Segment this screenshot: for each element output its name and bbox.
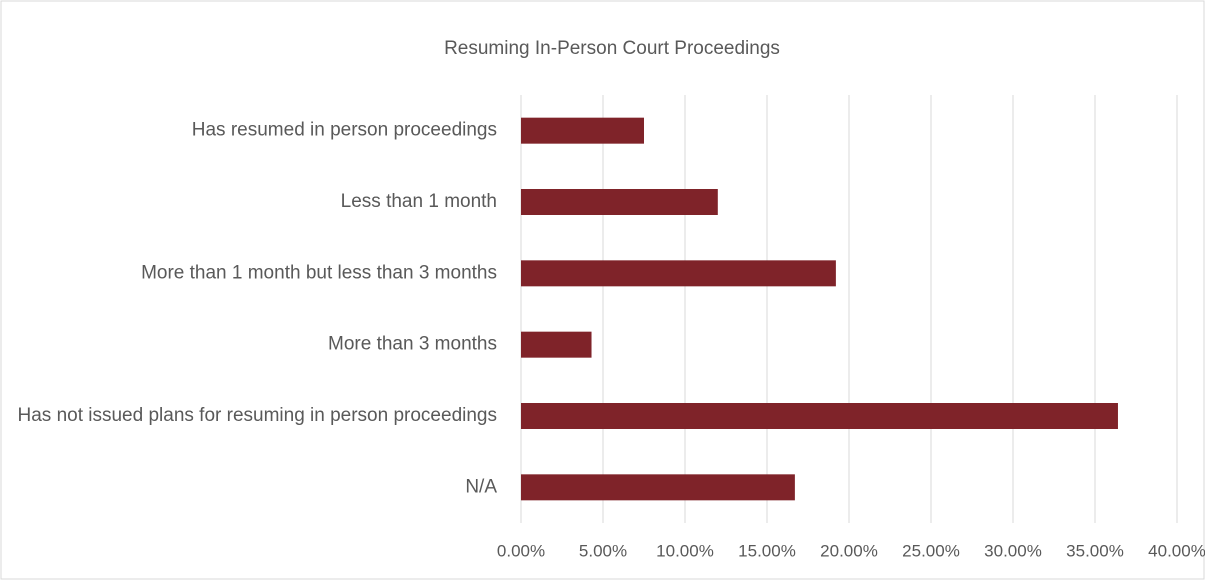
chart-title: Resuming In-Person Court Proceedings — [444, 38, 780, 59]
bar — [521, 474, 795, 501]
y-tick-label: More than 1 month but less than 3 months — [141, 262, 497, 283]
x-tick-label: 0.00% — [497, 541, 545, 560]
x-tick-label: 5.00% — [579, 541, 627, 560]
x-tick-label: 10.00% — [656, 541, 714, 560]
x-tick-label: 25.00% — [902, 541, 960, 560]
y-tick-label: N/A — [465, 476, 497, 497]
bar — [521, 403, 1118, 429]
x-tick-label: 20.00% — [820, 541, 878, 560]
bar — [521, 189, 718, 215]
y-tick-label: Has not issued plans for resuming in per… — [18, 405, 498, 426]
x-tick-label: 15.00% — [738, 541, 796, 560]
x-tick-label: 40.00% — [1148, 541, 1205, 560]
y-tick-label: Has resumed in person proceedings — [192, 120, 497, 141]
y-tick-label: Less than 1 month — [341, 191, 497, 212]
bar — [521, 331, 592, 358]
bar — [521, 260, 836, 287]
x-tick-label: 35.00% — [1066, 541, 1124, 560]
bar — [521, 117, 644, 144]
y-tick-label: More than 3 months — [328, 334, 497, 355]
x-tick-label: 30.00% — [984, 541, 1042, 560]
